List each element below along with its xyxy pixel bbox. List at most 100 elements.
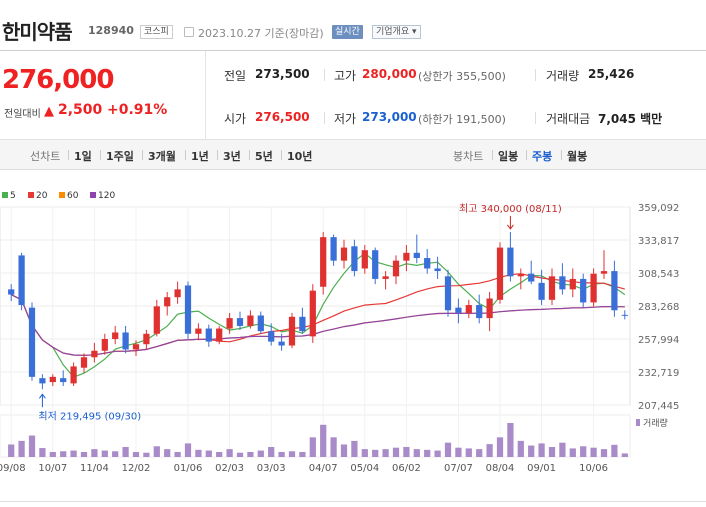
x-tick-label: 05/04 [350, 463, 379, 474]
period-3m[interactable]: 3개월 [148, 150, 176, 163]
divider [535, 112, 536, 124]
current-price-panel: 276,000 전일대비 ▲ 2,500 +0.91% [0, 51, 206, 141]
candle-body [60, 378, 67, 383]
candle-body [361, 250, 368, 269]
divider [526, 150, 527, 160]
legend-ma120: 120 [90, 191, 115, 201]
divider [561, 150, 562, 160]
candle-body [476, 305, 483, 319]
candle-body [548, 276, 556, 300]
line-chart-label[interactable]: 선차트 [30, 150, 61, 163]
candle-weekly[interactable]: 주봉 [532, 150, 553, 163]
volume-bar [226, 449, 233, 457]
candle-body [413, 252, 420, 259]
ma5-line [10, 252, 626, 378]
stock-header: 한미약품 128940 코스피 2023.10.27 기준(장마감) 실시간 기… [0, 0, 706, 50]
period-10y[interactable]: 10년 [287, 150, 313, 163]
volume-bar [455, 447, 462, 457]
high-label: 고가 [334, 69, 357, 83]
volume-bar [195, 449, 202, 457]
realtime-button[interactable]: 실시간 [332, 25, 363, 39]
volume-bar [600, 449, 608, 457]
volume-bar [153, 446, 160, 457]
volume-bar [205, 450, 212, 457]
candle-body [278, 341, 285, 346]
lower-limit: (하한가 191,500) [418, 113, 506, 126]
candle-monthly[interactable]: 월봉 [567, 150, 588, 163]
volume-bar [569, 448, 576, 457]
divider [217, 150, 218, 160]
volume-bar [164, 449, 171, 457]
candle-body [288, 316, 296, 346]
volume-bar [424, 449, 431, 457]
candle-body [372, 250, 379, 279]
volume-bar [320, 424, 327, 457]
candle-body [49, 376, 56, 383]
divider [0, 501, 706, 502]
candle-body [309, 290, 316, 337]
volume-bar [382, 449, 389, 457]
divider [185, 150, 186, 160]
volume-bar [309, 437, 316, 457]
x-tick-label: 09/01 [527, 463, 556, 474]
x-tick-label: 10/07 [38, 463, 67, 474]
y-tick-label: 359,092 [638, 203, 679, 214]
candle-body [226, 318, 233, 329]
candle-body [392, 260, 400, 277]
candle-body [132, 344, 140, 350]
candle-daily[interactable]: 일봉 [498, 150, 519, 163]
volume-bar [361, 449, 368, 457]
company-info-dropdown[interactable]: 기업개요 ▾ [372, 25, 421, 39]
volume-bar [580, 446, 587, 457]
volume-bar [184, 443, 192, 457]
volume-label: 거래량 [546, 69, 580, 83]
candle-body [18, 255, 25, 306]
y-tick-label: 283,268 [638, 302, 679, 313]
period-1d[interactable]: 1일 [74, 150, 92, 163]
candle-body [247, 315, 254, 326]
volume-bar [538, 443, 545, 457]
volume-bar [517, 440, 524, 457]
volume-bar [236, 452, 244, 457]
candle-body [80, 357, 88, 368]
divider [142, 150, 143, 160]
diff-label: 전일대비 [4, 109, 41, 120]
volume-bar [413, 449, 420, 457]
volume-bar [268, 446, 275, 457]
ma120-line [10, 294, 625, 356]
candle-body [507, 247, 514, 277]
x-tick-label: 04/07 [309, 463, 338, 474]
period-1w[interactable]: 1주일 [106, 150, 134, 163]
period-3y[interactable]: 3년 [223, 150, 241, 163]
legend-ma60: 60 [59, 191, 78, 201]
prev-close-label: 전일 [224, 69, 247, 83]
prev-close-value: 273,500 [255, 67, 310, 81]
volume-bar [351, 440, 358, 457]
candle-body [39, 378, 46, 384]
candle-chart-label[interactable]: 봉차트 [453, 150, 484, 163]
amount-label: 거래대금 [546, 112, 591, 126]
x-tick-label: 08/04 [486, 463, 515, 474]
x-tick-label: 01/06 [174, 463, 203, 474]
candle-body [486, 298, 493, 319]
x-tick-label: 07/07 [444, 463, 473, 474]
period-5y[interactable]: 5년 [255, 150, 273, 163]
stock-chart[interactable]: 5 20 60 120 거래량 359,092 333,817 308,543 283… [0, 171, 706, 507]
date-text: 2023.10.27 기준(장마감) [198, 27, 324, 40]
candle-body [101, 338, 108, 351]
legend-ma5: 5 [2, 191, 16, 201]
candle-body [8, 289, 15, 295]
divider [324, 69, 325, 81]
candle-body [340, 247, 348, 261]
candle-body [153, 306, 160, 334]
stock-code: 128940 [88, 24, 134, 37]
x-tick-label: 02/03 [215, 463, 244, 474]
volume-bar [122, 446, 129, 457]
volume-bar [112, 451, 119, 457]
candle-body [444, 276, 452, 311]
high-arrow-icon [507, 224, 514, 230]
candle-body [320, 237, 327, 287]
volume-bar [70, 450, 77, 457]
low-label: 저가 [334, 112, 357, 126]
period-1y[interactable]: 1년 [191, 150, 209, 163]
